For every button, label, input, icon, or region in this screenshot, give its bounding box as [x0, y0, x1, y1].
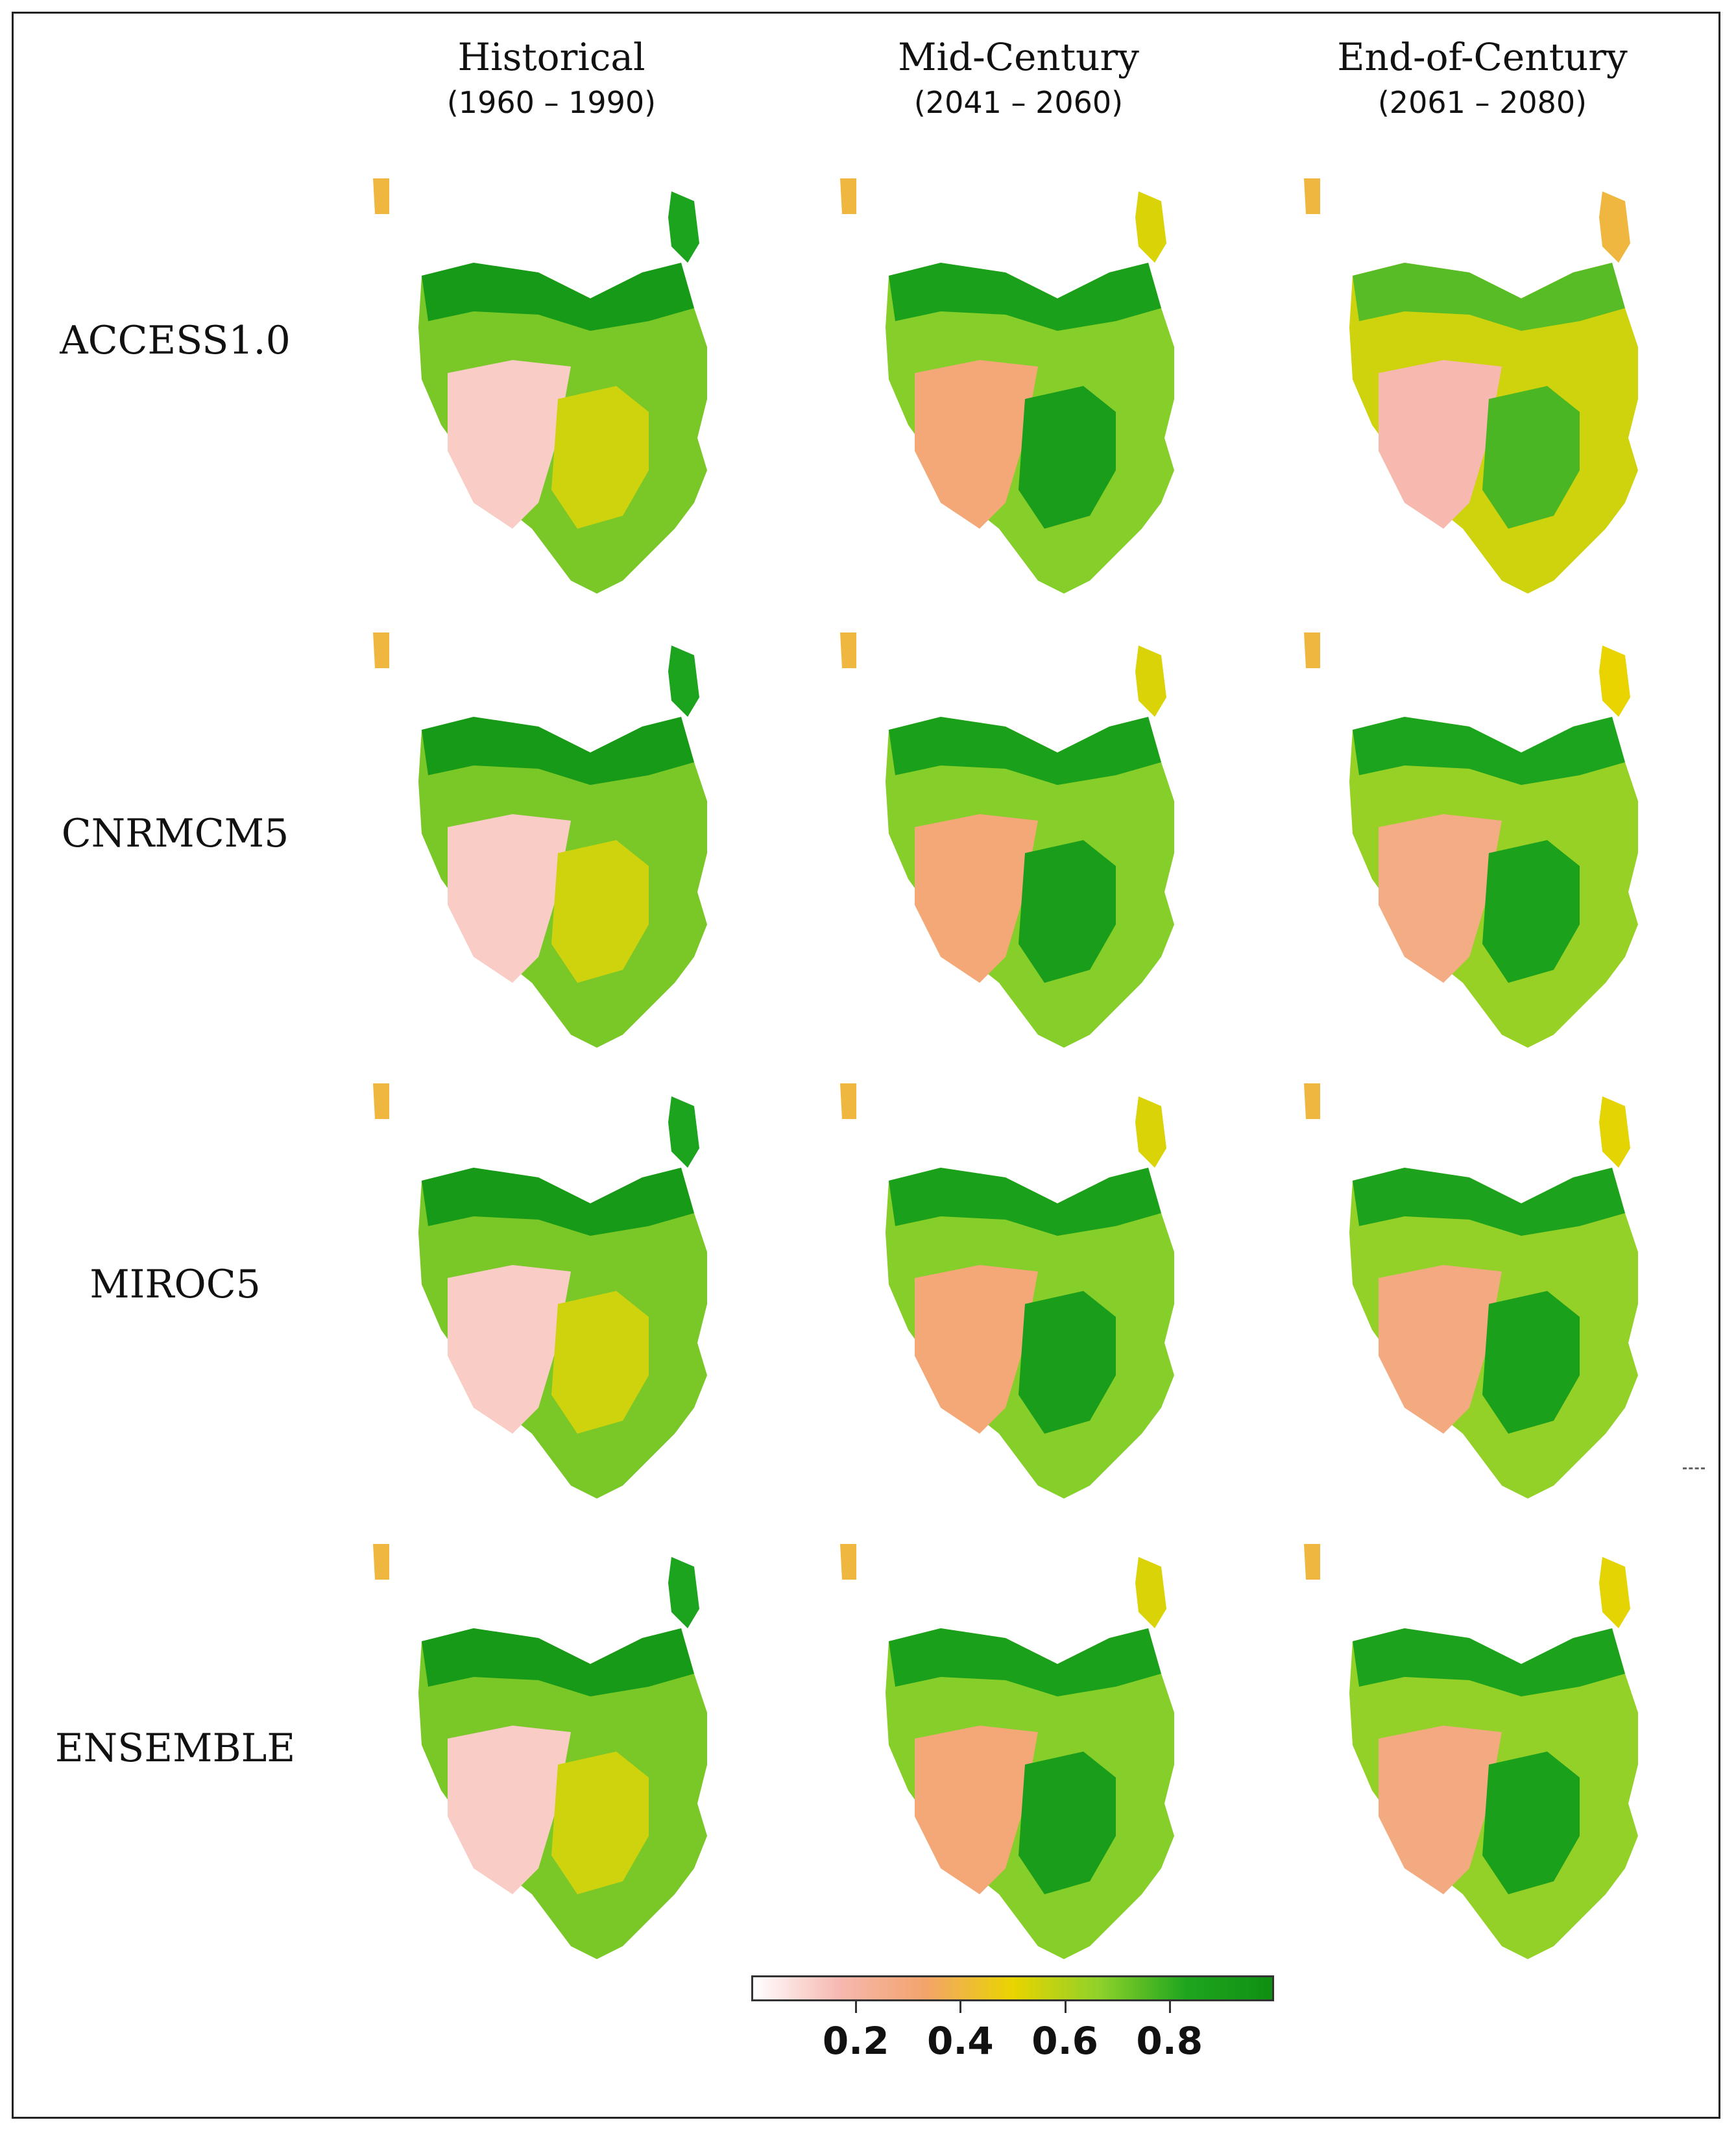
- north-coast-zone: [422, 717, 694, 785]
- column-header-2: Mid-Century (2041 – 2060): [785, 32, 1252, 123]
- map-miroc5-2: [811, 1070, 1226, 1512]
- map-cnrmcm5-1: [344, 620, 759, 1061]
- column-title: End-of-Century: [1337, 35, 1628, 79]
- column-period: (2041 – 2060): [913, 85, 1124, 120]
- figure-frame: [12, 12, 1720, 2119]
- island-northeast: [668, 1096, 699, 1168]
- north-coast-zone: [422, 1628, 694, 1696]
- southwest-zone: [1379, 814, 1502, 983]
- colorbar-tick: [855, 2001, 858, 2013]
- central-zone: [1019, 1752, 1116, 1894]
- island-northeast: [668, 645, 699, 717]
- island-west: [373, 633, 389, 668]
- colorbar-tick: [1064, 2001, 1067, 2013]
- map-ensemble-2: [811, 1531, 1226, 1972]
- central-zone: [1019, 386, 1116, 529]
- north-coast-zone: [1353, 1628, 1625, 1696]
- central-zone: [1019, 1291, 1116, 1434]
- southwest-zone: [448, 814, 571, 983]
- column-header-3: End-of-Century (2061 – 2080): [1249, 32, 1716, 123]
- island-west: [1304, 178, 1320, 214]
- dash-mark: [1683, 1467, 1705, 1469]
- island-northeast: [1599, 645, 1630, 717]
- island-west: [1304, 1083, 1320, 1119]
- island-northeast: [668, 1557, 699, 1628]
- island-northeast: [1135, 191, 1166, 263]
- island-west: [1304, 633, 1320, 668]
- central-zone: [1019, 840, 1116, 983]
- map-access1-0-3: [1275, 165, 1690, 607]
- row-label-cnrmcm5: CNRMCM5: [61, 811, 289, 856]
- island-west: [373, 1083, 389, 1119]
- southwest-zone: [448, 1265, 571, 1434]
- column-title: Mid-Century: [898, 35, 1139, 79]
- map-cnrmcm5-2: [811, 620, 1226, 1061]
- southwest-zone: [915, 360, 1038, 529]
- map-access1-0-2: [811, 165, 1226, 607]
- colorbar-tick-label: 0.6: [1031, 2019, 1098, 2063]
- colorbar-tick: [1168, 2001, 1171, 2013]
- north-coast-zone: [889, 717, 1161, 785]
- central-zone: [551, 1752, 649, 1894]
- island-west: [1304, 1544, 1320, 1580]
- colorbar: [751, 1975, 1274, 2001]
- north-coast-zone: [889, 1628, 1161, 1696]
- row-label-ensemble: ENSEMBLE: [54, 1726, 296, 1771]
- island-northeast: [1135, 645, 1166, 717]
- central-zone: [1482, 1291, 1580, 1434]
- island-northeast: [1599, 1096, 1630, 1168]
- southwest-zone: [1379, 1726, 1502, 1894]
- north-coast-zone: [889, 1168, 1161, 1236]
- north-coast-zone: [422, 1168, 694, 1236]
- island-west: [373, 178, 389, 214]
- colorbar-tick: [959, 2001, 962, 2013]
- central-zone: [551, 840, 649, 983]
- colorbar-tick-label: 0.2: [822, 2019, 889, 2063]
- central-zone: [1482, 840, 1580, 983]
- southwest-zone: [448, 360, 571, 529]
- column-title: Historical: [457, 35, 645, 79]
- central-zone: [1482, 386, 1580, 529]
- southwest-zone: [915, 1726, 1038, 1894]
- north-coast-zone: [422, 263, 694, 331]
- southwest-zone: [1379, 1265, 1502, 1434]
- map-ensemble-3: [1275, 1531, 1690, 1972]
- map-ensemble-1: [344, 1531, 759, 1972]
- island-northeast: [1599, 1557, 1630, 1628]
- map-miroc5-3: [1275, 1070, 1690, 1512]
- central-zone: [1482, 1752, 1580, 1894]
- row-label-miroc5: MIROC5: [90, 1262, 261, 1307]
- island-northeast: [1599, 191, 1630, 263]
- southwest-zone: [915, 1265, 1038, 1434]
- north-coast-zone: [1353, 717, 1625, 785]
- southwest-zone: [1379, 360, 1502, 529]
- north-coast-zone: [1353, 1168, 1625, 1236]
- row-label-access1-0: ACCESS1.0: [60, 318, 291, 363]
- colorbar-tick-label: 0.4: [927, 2019, 994, 2063]
- southwest-zone: [448, 1726, 571, 1894]
- island-west: [840, 178, 856, 214]
- map-access1-0-1: [344, 165, 759, 607]
- colorbar-tick-label: 0.8: [1136, 2019, 1203, 2063]
- map-miroc5-1: [344, 1070, 759, 1512]
- southwest-zone: [915, 814, 1038, 983]
- column-period: (1960 – 1990): [446, 85, 657, 120]
- map-cnrmcm5-3: [1275, 620, 1690, 1061]
- north-coast-zone: [889, 263, 1161, 331]
- island-west: [840, 1083, 856, 1119]
- column-header-1: Historical (1960 – 1990): [318, 32, 785, 123]
- north-coast-zone: [1353, 263, 1625, 331]
- island-northeast: [1135, 1557, 1166, 1628]
- central-zone: [551, 386, 649, 529]
- island-northeast: [1135, 1096, 1166, 1168]
- column-period: (2061 – 2080): [1377, 85, 1587, 120]
- island-west: [373, 1544, 389, 1580]
- island-west: [840, 1544, 856, 1580]
- central-zone: [551, 1291, 649, 1434]
- island-west: [840, 633, 856, 668]
- island-northeast: [668, 191, 699, 263]
